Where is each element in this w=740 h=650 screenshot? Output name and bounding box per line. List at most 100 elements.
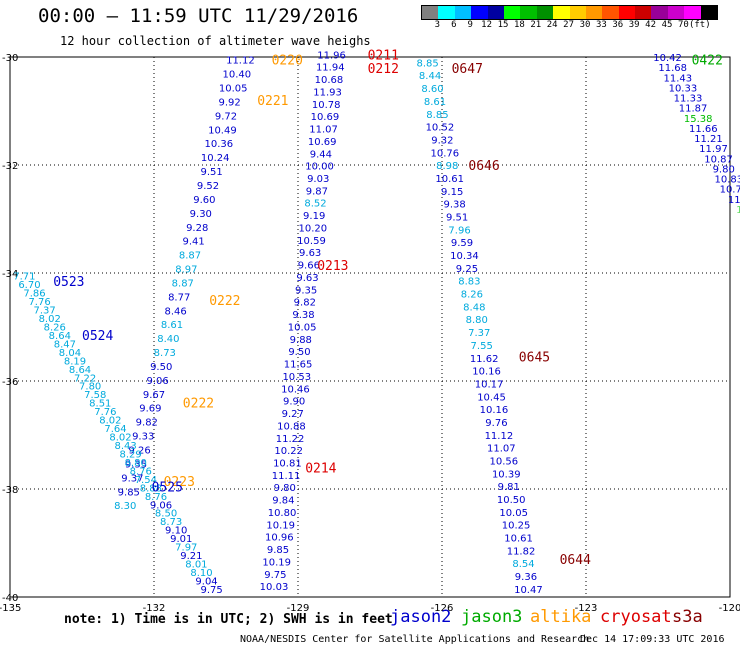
wave-height-value: 10.87 xyxy=(704,154,733,165)
wave-height-value: 11.68 xyxy=(658,63,687,74)
wave-height-value: 9.85 xyxy=(267,545,289,556)
color-swatch xyxy=(487,6,504,19)
wave-height-value: 8.73 xyxy=(154,348,176,359)
wave-height-value: 8.10 xyxy=(190,568,212,579)
wave-height-value: 9.75 xyxy=(264,570,286,581)
wave-height-value: 11.62 xyxy=(470,354,499,365)
wave-height-value: 10.76 xyxy=(720,185,740,196)
wave-height-value: 8.02 xyxy=(109,433,131,444)
wave-height-value: 9.88 xyxy=(290,335,312,346)
wave-height-value: 10.16 xyxy=(480,405,509,416)
wave-height-value: 7.76 xyxy=(28,297,50,308)
wave-height-value: 11.82 xyxy=(507,546,536,557)
wave-height-value: 9.19 xyxy=(303,211,325,222)
wave-height-value: 9.87 xyxy=(306,186,328,197)
wave-height-value: 10.56 xyxy=(489,456,518,467)
color-scale-tick: 3 xyxy=(434,20,441,30)
time-marker-label: 0214 xyxy=(305,461,336,476)
wave-height-value: 10.96 xyxy=(265,533,294,544)
wave-height-value: 9.66 xyxy=(298,261,320,272)
time-marker-label: 0223 xyxy=(164,475,195,490)
wave-height-value: 10.69 xyxy=(308,137,337,148)
wave-height-value: 9.76 xyxy=(485,418,507,429)
grid-lines xyxy=(9,56,731,598)
color-swatch xyxy=(438,6,455,19)
wave-height-value: 8.87 xyxy=(172,278,194,289)
wave-height-value: 6.70 xyxy=(18,280,40,291)
wave-height-value: 8.98 xyxy=(436,161,458,172)
wave-height-value: 10.61 xyxy=(504,534,533,545)
wave-height-value: 9.41 xyxy=(182,237,204,248)
wave-height-value: 7.54 xyxy=(135,475,157,486)
wave-height-value: 9.50 xyxy=(150,362,172,373)
wave-height-value: 9.26 xyxy=(128,446,150,457)
wave-height-value: 11.07 xyxy=(487,444,516,455)
wave-height-value: 8.47 xyxy=(54,339,76,350)
wave-height-value: 9.21 xyxy=(180,551,202,562)
wave-height-value: 9.92 xyxy=(218,97,240,108)
wave-height-value: 9.06 xyxy=(150,500,172,511)
wave-height-value: 9.36 xyxy=(515,572,537,583)
wave-height-value: 8.30 xyxy=(114,501,136,512)
wave-height-value: 9.75 xyxy=(200,585,222,596)
wave-height-value: 9.27 xyxy=(282,409,304,420)
wave-height-value: 8.40 xyxy=(157,334,179,345)
wave-height-value: 10.59 xyxy=(297,236,326,247)
satellite-legend-jason3: jason3 xyxy=(461,607,523,627)
wave-height-value: 9.82 xyxy=(294,298,316,309)
wave-height-value: 9.44 xyxy=(310,149,332,160)
wave-height-value: 8.83 xyxy=(458,277,480,288)
color-swatch xyxy=(684,6,701,19)
wave-height-value: 10.34 xyxy=(450,251,479,262)
wave-height-value: 8.61 xyxy=(161,320,183,331)
color-scale-tick: 15 xyxy=(497,20,509,30)
wave-height-value: 10.39 xyxy=(492,469,521,480)
wave-height-value: 9.50 xyxy=(288,347,310,358)
wave-height-value: 9.35 xyxy=(295,285,317,296)
wave-height-value: 10.61 xyxy=(435,174,464,185)
wave-height-value: 8.76 xyxy=(145,492,167,503)
time-marker-label: 0647 xyxy=(452,62,483,77)
wave-height-value: 8.85 xyxy=(416,58,438,69)
wave-height-value: 9.69 xyxy=(139,404,161,415)
time-marker-label: 0644 xyxy=(560,553,591,568)
wave-height-value: 8.61 xyxy=(424,97,446,108)
wave-height-value: 10.68 xyxy=(315,75,344,86)
color-scale-tick: 70 xyxy=(677,20,689,30)
wave-height-value: 9.84 xyxy=(272,496,294,507)
satellite-legend-altika: altika xyxy=(530,607,592,627)
wave-height-value: 10.16 xyxy=(472,367,501,378)
wave-height-value: 8.04 xyxy=(59,348,81,359)
wave-height-value: 9.37 xyxy=(121,473,143,484)
wave-height-value: 11.0 xyxy=(728,195,740,206)
wave-height-value: 7.58 xyxy=(84,390,106,401)
wave-height-value: 10.42 xyxy=(653,53,682,64)
wave-height-value: 7.96 xyxy=(448,225,470,236)
wave-height-value: 8.26 xyxy=(44,322,66,333)
wave-height-value: 9.32 xyxy=(431,135,453,146)
satellite-legend-s3a: s3a xyxy=(672,607,703,627)
time-marker-label: 0220 xyxy=(272,54,303,69)
wave-height-value: 10.19 xyxy=(266,520,295,531)
wave-height-value: 10.50 xyxy=(497,495,526,506)
color-swatch xyxy=(700,6,718,19)
wave-height-value: 9.90 xyxy=(283,397,305,408)
wave-height-value: 9.63 xyxy=(299,248,321,259)
wave-height-value: 11.07 xyxy=(309,125,338,136)
wave-height-value: 9.63 xyxy=(296,273,318,284)
lat-tick-label: -30 xyxy=(2,53,18,64)
wave-height-value: 8.50 xyxy=(155,509,177,520)
lon-tick-label: -132 xyxy=(143,603,166,614)
color-swatch xyxy=(454,6,472,19)
wave-height-value: 8.85 xyxy=(426,110,448,121)
wave-height-value: 7.64 xyxy=(104,424,126,435)
wave-height-value: 9.28 xyxy=(186,223,208,234)
wave-height-value: 10.46 xyxy=(281,384,310,395)
wave-height-value: 9.72 xyxy=(215,111,237,122)
wave-height-value: 10.52 xyxy=(426,123,455,134)
time-marker-label: 0213 xyxy=(317,259,348,274)
wave-height-value: 9.52 xyxy=(197,181,219,192)
lon-tick-label: -123 xyxy=(575,603,598,614)
wave-height-value: 10.69 xyxy=(311,112,340,123)
